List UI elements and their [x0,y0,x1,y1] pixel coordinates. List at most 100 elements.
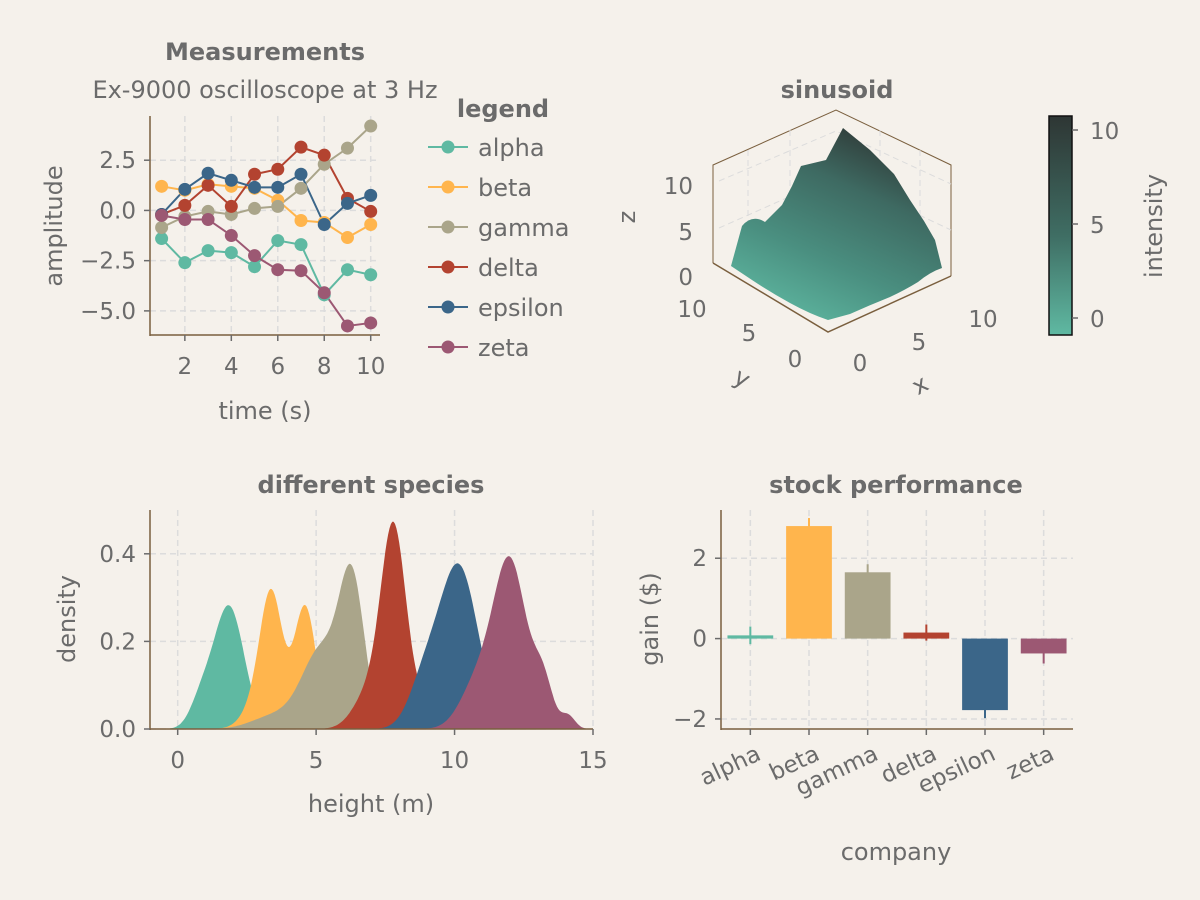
legend-marker-beta [441,180,455,194]
data-point-delta [224,199,238,213]
x-tick-label: 15 [578,748,607,774]
density-area-5 [150,556,593,729]
data-point-gamma [248,201,262,215]
z-tick-label: 0 [678,265,693,291]
x-tick-label: 5 [309,748,324,774]
data-point-epsilon [178,182,192,196]
series-line-beta [161,183,372,239]
data-point-zeta [201,212,215,226]
data-point-epsilon [201,166,215,180]
colorbar-ticks [1072,129,1078,319]
data-point-zeta [294,264,308,278]
y-tick-label: −5.0 [80,299,136,325]
data-point-beta [294,213,308,227]
legend-label-delta: delta [478,254,539,282]
data-point-delta [294,140,308,154]
measurements-y-axis-label: amplitude [40,165,68,286]
measurements-x-axis-label: time (s) [218,397,311,425]
y-tick-label: −2.5 [80,249,136,275]
legend-marker-delta [441,260,455,274]
data-point-beta [155,179,169,193]
data-point-zeta [178,212,192,226]
legend-label-beta: beta [478,174,532,202]
z-tick-label: 5 [678,220,693,246]
data-point-alpha [178,256,192,270]
data-point-zeta [248,249,262,263]
data-point-beta [340,231,354,245]
3d-axes-box [712,109,952,333]
stock-x-axis-label: company [841,838,952,866]
y-tick-label: −2 [673,707,707,733]
y-tick-label: 0.2 [99,629,136,655]
data-point-epsilon [364,188,378,202]
data-point-alpha [271,234,285,248]
data-point-alpha [248,260,262,274]
data-point-epsilon [317,217,331,231]
y-tick-label: 0 [788,347,803,373]
z-tick-label: 10 [664,174,693,200]
x-tick-label: 2 [178,354,193,380]
y-tick-label: 5 [742,321,757,347]
measurements-subtitle: Ex-9000 oscilloscope at 3 Hz [92,76,437,104]
data-point-alpha [364,268,378,282]
data-point-gamma [364,119,378,133]
legend-marker-gamma [441,220,455,234]
colorbar-tick-label: 0 [1090,307,1105,333]
3d-y-ticks: 0 5 10 [677,297,802,373]
colorbar-tick-label: 5 [1090,213,1105,239]
bar-gamma [844,572,891,639]
data-point-delta [317,148,331,162]
data-point-zeta [224,229,238,243]
x-tick-label: 5 [912,330,927,356]
data-point-delta [364,204,378,218]
sinusoid-title: sinusoid [781,76,894,104]
x-tick-label: 0 [170,748,185,774]
density-area-0 [150,605,593,729]
3d-x-axis-label: x [907,369,933,400]
y-tick-label: 0.0 [99,717,136,743]
legend-label-alpha: alpha [478,134,545,162]
data-point-epsilon [248,180,262,194]
data-point-alpha [340,263,354,277]
species-y-axis-label: density [53,575,81,663]
x-tick-label: 10 [356,354,385,380]
sinusoid-surface [731,128,942,320]
sinusoid-panel: sinusoid 0 5 10 0 5 10 0 5 10 x [613,76,1168,401]
series-line-gamma [161,125,372,229]
data-point-alpha [155,232,169,246]
y-tick-label: 0.4 [99,542,136,568]
x-tick-label: alpha [696,741,765,792]
legend-marker-zeta [441,340,455,354]
data-point-alpha [294,238,308,252]
data-point-delta [201,178,215,192]
legend-label-gamma: gamma [478,214,569,242]
data-point-gamma [317,157,331,171]
species-x-axis-label: height (m) [308,790,434,818]
y-tick-label: 2 [692,546,707,572]
colorbar-tick-label: 10 [1090,119,1119,145]
measurements-panel: Measurements Ex-9000 oscilloscope at 3 H… [40,38,569,425]
legend-title: legend [457,95,549,123]
density-area-3 [150,521,593,729]
data-point-gamma [155,221,169,235]
species-panel: different species height (m) density 0 5 1… [53,471,608,818]
data-point-beta [364,217,378,231]
bar-beta [786,526,832,639]
data-point-alpha [201,244,215,258]
x-tick-label: 6 [270,354,285,380]
y-tick-label: 0.0 [99,198,136,224]
x-tick-label: 0 [853,351,868,377]
3d-x-ticks: 0 5 10 [853,307,998,377]
data-point-gamma [271,199,285,213]
x-tick-label: 8 [317,354,332,380]
data-point-delta [271,162,285,176]
data-point-epsilon [224,173,238,187]
series-line-epsilon [160,172,372,227]
legend-label-zeta: zeta [478,334,529,362]
data-point-zeta [317,286,331,300]
data-point-epsilon [294,167,308,181]
colorbar [1048,115,1073,336]
density-area-1 [150,588,593,729]
species-title: different species [258,471,485,499]
